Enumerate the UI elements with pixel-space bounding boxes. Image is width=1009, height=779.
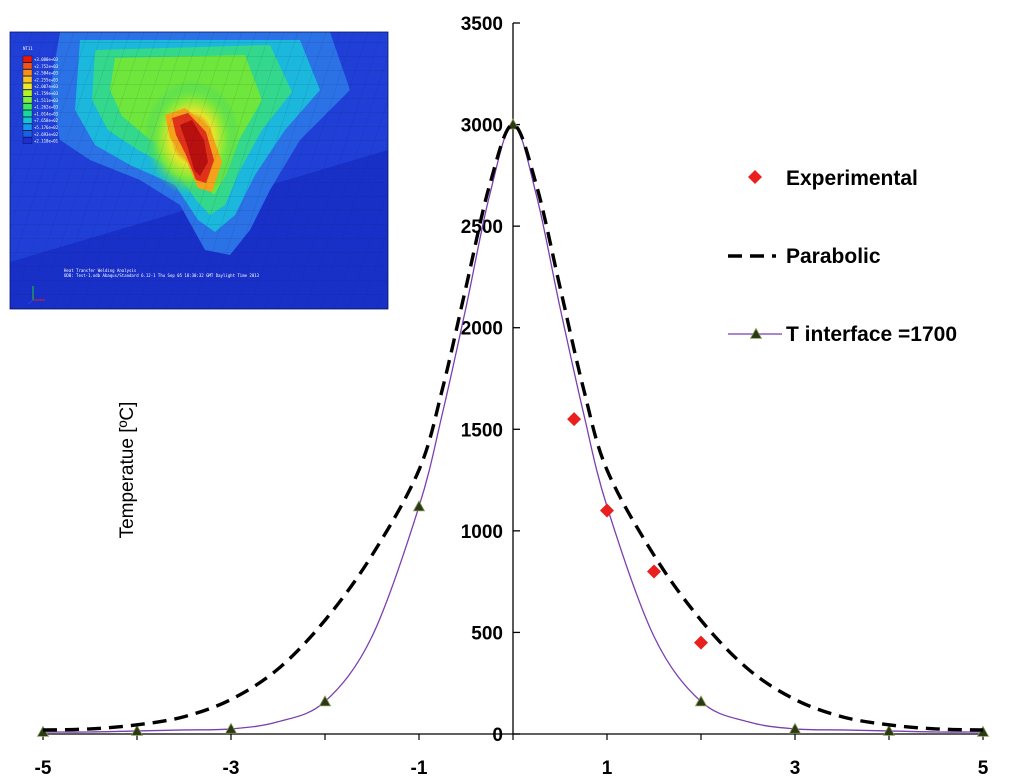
- inset-axis-triad-icon: [27, 286, 45, 305]
- inset-footer-line1: Heat Transfer Welding Analysis: [64, 268, 137, 273]
- inset-legend-value: +2.255e+03: [34, 77, 59, 82]
- inset-legend-swatch: [22, 55, 33, 63]
- x-tick-label: -5: [35, 758, 52, 779]
- experimental-point: [694, 635, 708, 650]
- inset-legend-swatch: [22, 89, 33, 97]
- x-ticks: -5 -3 -1 1 3 5: [35, 734, 989, 779]
- series-layer: [36, 118, 990, 737]
- legend: Experimental Parabolic T interface =1700: [728, 167, 957, 346]
- experimental-point: [567, 412, 582, 427]
- inset-legend-swatch: [22, 69, 33, 76]
- inset-legend-swatch: [22, 110, 33, 117]
- inset-legend-value: +5.176e+02: [34, 125, 59, 130]
- legend-experimental-label: Experimental: [786, 167, 918, 190]
- inset-legend-value: +1.262e+03: [34, 105, 59, 110]
- x-tick-label: 5: [978, 758, 989, 779]
- inset-legend-swatch: [22, 117, 33, 124]
- inset-legend-swatch: [22, 96, 33, 104]
- inset-legend-swatch: [22, 62, 33, 70]
- inset-legend-value: +1.511e+03: [34, 98, 59, 103]
- legend-experimental-marker: [748, 170, 762, 184]
- inset-legend-value: +2.504e+03: [34, 71, 59, 76]
- inset-legend-swatch: [22, 123, 33, 131]
- legend-t-interface-marker: [749, 327, 763, 339]
- t-interface-point: [882, 724, 896, 736]
- y-tick-label: 2000: [461, 319, 503, 340]
- experimental-point: [647, 564, 661, 579]
- t-interface-point: [788, 722, 802, 734]
- inset-legend-swatch: [22, 130, 33, 138]
- t-interface-point: [224, 722, 238, 734]
- y-tick-label: 1500: [461, 420, 503, 441]
- x-tick-label: -1: [411, 758, 428, 779]
- inset-legend-value: +2.752e+03: [34, 64, 59, 69]
- inset-legend-swatch: [22, 137, 33, 144]
- inset-simulation-image: NT11 +3.000e+03 +2.752e+03 +2.504e+03+2.25…: [9, 31, 389, 310]
- inset-legend-value: +2.007e+03: [34, 84, 59, 89]
- x-tick-label: 1: [602, 758, 613, 779]
- legend-parabolic-label: Parabolic: [786, 245, 881, 268]
- y-tick-label: 500: [471, 623, 503, 644]
- x-tick-label: -3: [223, 758, 240, 779]
- inset-legend-title: NT11: [23, 46, 33, 51]
- y-tick-label: 0: [492, 725, 503, 746]
- x-tick-label: 3: [790, 758, 801, 779]
- inset-legend: +3.000e+03 +2.752e+03 +2.504e+03+2.255e+03…: [22, 55, 59, 144]
- y-tick-label: 3500: [461, 14, 503, 35]
- inset-footer-line2: ODB: Test-1.odb Abaqus/Standard 6.12-1 T…: [64, 273, 260, 278]
- t-interface-point: [130, 724, 144, 736]
- y-tick-label: 1000: [461, 522, 503, 543]
- inset-legend-value: +2.693e+02: [34, 132, 59, 137]
- inset-legend-value: +1.014e+03: [34, 111, 59, 116]
- y-axis-label: Temperatue [ºC]: [117, 402, 138, 539]
- legend-t-interface-label: T interface =1700: [786, 323, 957, 346]
- inset-legend-value: +3.000e+03: [34, 57, 59, 62]
- t-interface-point: [318, 695, 332, 707]
- experimental-point: [600, 503, 614, 518]
- t-interface-point: [412, 500, 426, 512]
- series-experimental: [567, 412, 708, 650]
- inset-legend-value: +1.759e+03: [34, 91, 59, 96]
- t-interface-point: [694, 695, 708, 707]
- y-tick-label: 3000: [461, 116, 503, 137]
- inset-legend-swatch: [22, 103, 33, 110]
- inset-legend-value: +2.110e+01: [34, 139, 59, 144]
- inset-legend-swatch: [22, 76, 33, 83]
- inset-legend-swatch: [22, 83, 33, 90]
- inset-legend-value: +7.658e+02: [34, 118, 59, 123]
